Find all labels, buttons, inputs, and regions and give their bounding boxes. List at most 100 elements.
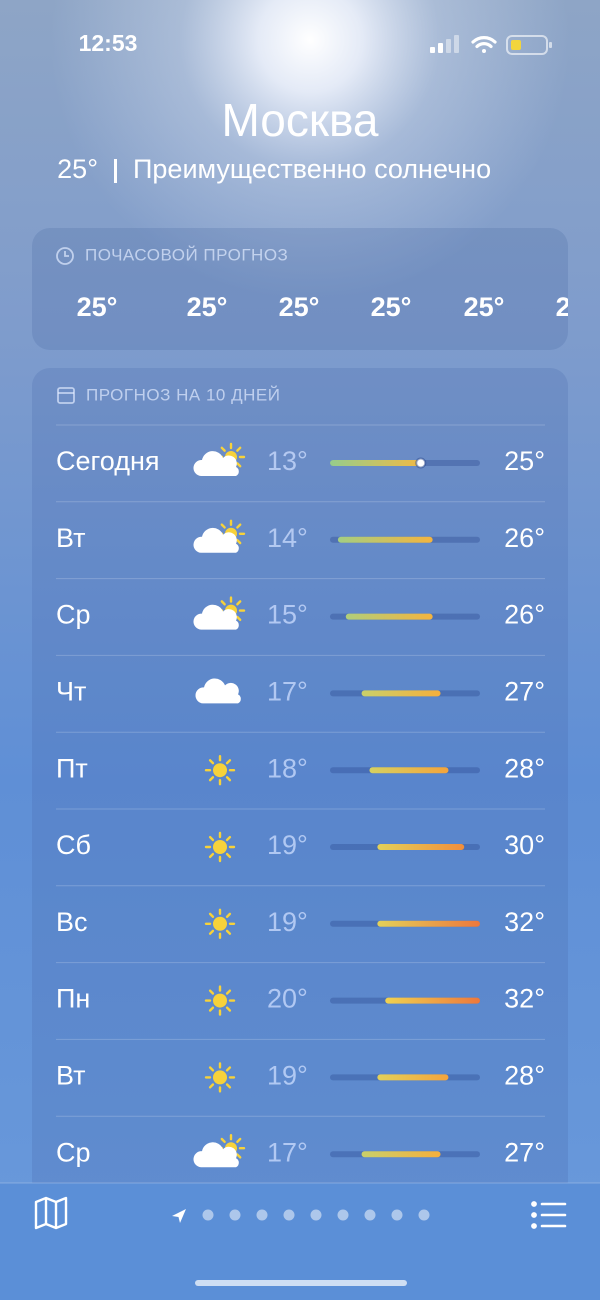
high-temperature: 28° — [504, 1061, 545, 1091]
clock-icon — [56, 247, 74, 265]
sun — [213, 840, 227, 854]
high-temperature: 30° — [504, 830, 545, 860]
sun-ray — [236, 1153, 242, 1159]
sun-ray — [220, 523, 226, 529]
sun-ray — [225, 929, 232, 935]
low-temperature: 20° — [267, 984, 308, 1014]
sun-ray — [208, 835, 215, 842]
sun-ray — [208, 852, 215, 859]
page-dot — [391, 1209, 403, 1221]
sun-ray — [220, 446, 226, 452]
sun-ray — [208, 1083, 215, 1089]
low-temperature: 15° — [267, 600, 308, 630]
range-bar — [377, 844, 465, 850]
sun-ray — [225, 1006, 232, 1012]
signal-icon — [430, 35, 459, 53]
low-temperature: 18° — [267, 753, 308, 783]
day-name: Чт — [56, 677, 86, 707]
high-temperature: 27° — [504, 1137, 545, 1167]
day-name: Ср — [56, 600, 91, 630]
day-row: Сегодня 13° 25° — [56, 442, 545, 476]
sun-glow — [0, 0, 600, 500]
separator — [114, 159, 117, 183]
home-indicator — [195, 1280, 407, 1286]
current-temperature: 25° — [57, 154, 98, 184]
weather-icon — [204, 755, 236, 786]
weather-icon — [193, 442, 246, 476]
day-row: Ср 15° 26° — [56, 596, 545, 630]
page-dot — [310, 1209, 322, 1221]
weather-icon — [204, 1062, 236, 1093]
day-row: Сб 19° 30° — [56, 830, 545, 863]
sun-ray — [208, 929, 215, 935]
weather-icon — [193, 1133, 246, 1168]
sun — [213, 916, 227, 931]
day-name: Ср — [56, 1137, 91, 1167]
sun-ray — [208, 912, 215, 918]
sun-ray — [236, 538, 242, 545]
sun — [213, 1070, 227, 1085]
sun-ray — [236, 615, 242, 621]
page-dot — [202, 1209, 214, 1221]
sun-ray — [236, 446, 242, 452]
day-name: Вт — [56, 1061, 85, 1091]
wifi-icon — [471, 36, 497, 53]
sun-ray — [236, 1137, 242, 1144]
sun-ray — [208, 759, 215, 765]
day-row: Пн 20° 32° — [56, 984, 545, 1016]
sun-ray — [225, 912, 232, 918]
day-row: Пт 18° 28° — [56, 753, 545, 786]
day-row: Ср 17° 27° — [56, 1133, 545, 1168]
hourly-temperature: 25° — [556, 292, 597, 322]
daily-list: Сегодня 13° 25° Вт 14° 26° Ср 15° 26° Чт 17° 27° Пт 1… — [56, 424, 545, 1168]
range-bar — [369, 767, 449, 774]
cloud — [195, 678, 241, 704]
calendar-icon — [57, 387, 75, 404]
location-page-indicator[interactable] — [172, 1209, 186, 1223]
range-bar — [337, 536, 433, 543]
sun-ray — [236, 600, 242, 606]
day-name: Сб — [56, 830, 91, 860]
range-bar — [330, 460, 425, 466]
high-temperature: 27° — [504, 677, 545, 707]
day-row: Чт 17° 27° — [56, 677, 545, 707]
day-name: Сегодня — [56, 446, 159, 476]
day-name: Вс — [56, 907, 88, 937]
day-name: Вт — [56, 523, 85, 553]
low-temperature: 14° — [267, 523, 308, 553]
city-name: Москва — [221, 94, 378, 146]
sun-ray — [208, 776, 215, 782]
low-temperature: 19° — [267, 907, 308, 937]
cloud — [193, 604, 239, 630]
hourly-temperature: 25° — [371, 292, 412, 322]
sun-ray — [225, 835, 232, 842]
hourly-temperature: 25° — [187, 292, 228, 322]
sun-ray — [236, 462, 242, 468]
sun-ray — [208, 989, 215, 995]
high-temperature: 32° — [504, 907, 545, 937]
range-bar — [345, 613, 433, 620]
range-bar — [361, 1151, 441, 1158]
weather-icon — [204, 985, 236, 1016]
cloud — [193, 527, 239, 553]
page-dots — [202, 1209, 430, 1221]
current-condition: Преимущественно солнечно — [133, 154, 491, 184]
weather-icon — [195, 678, 241, 704]
high-temperature: 26° — [504, 523, 545, 553]
low-temperature: 17° — [267, 677, 308, 707]
sun-ray — [220, 600, 226, 606]
hourly-card — [32, 228, 568, 350]
weather-icon — [193, 519, 246, 553]
sun — [213, 763, 227, 778]
list-button[interactable] — [531, 1201, 567, 1229]
high-temperature: 32° — [504, 984, 545, 1014]
sun-ray — [220, 1137, 226, 1144]
cloud — [193, 1142, 239, 1168]
current-dot — [415, 457, 427, 469]
day-row: Вс 19° 32° — [56, 907, 545, 939]
section-title: ПОЧАСОВОЙ ПРОГНОЗ — [85, 245, 288, 264]
weather-icon — [193, 596, 246, 630]
map-button[interactable] — [34, 1196, 68, 1230]
range-bar — [377, 920, 480, 927]
